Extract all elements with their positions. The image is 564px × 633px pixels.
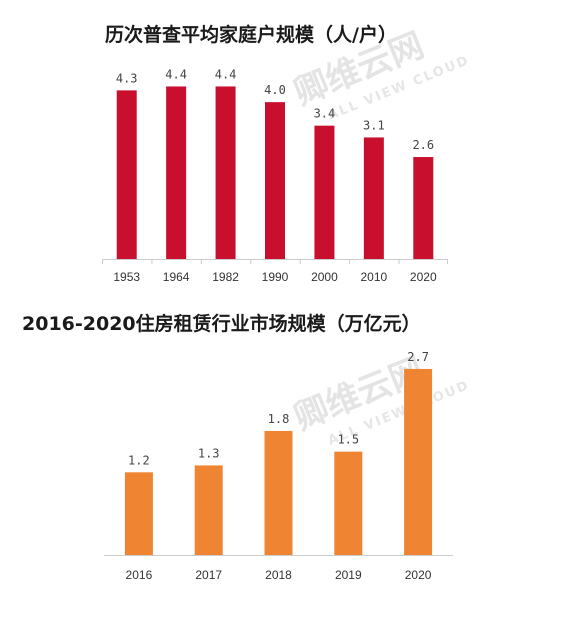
chart2-value-label-2019: 1.5: [337, 433, 359, 447]
chart1-value-label-2020: 2.6: [412, 138, 434, 152]
chart2-tick-2019: 2019: [335, 568, 362, 582]
chart2-value-label-2017: 1.3: [198, 446, 220, 460]
chart1-tick-1953: 1953: [113, 270, 140, 284]
chart1-bar-1953: [116, 90, 137, 259]
chart1-bar-2010: [363, 137, 384, 259]
chart2-tick-2017: 2017: [195, 568, 222, 582]
chart1-bar-1990: [265, 102, 285, 259]
chart1-tick-2020: 2020: [410, 270, 437, 284]
chart2-bar-2016: [124, 472, 153, 555]
chart2-bar-2020: [404, 368, 433, 555]
chart1-tick-2010: 2010: [361, 270, 388, 284]
chart1-value-label-1982: 4.4: [215, 67, 237, 81]
chart1-value-label-1990: 4.0: [264, 83, 286, 97]
chart1-tick-2000: 2000: [311, 270, 338, 284]
chart2-bar-2017: [194, 465, 223, 555]
chart2-value-label-2016: 1.2: [128, 453, 150, 467]
chart1-value-label-1964: 4.4: [165, 67, 187, 81]
chart1-value-label-1953: 4.3: [116, 71, 138, 85]
chart1-tick-1990: 1990: [262, 270, 289, 284]
chart1-bar-1982: [215, 86, 236, 259]
chart1-bar-2000: [314, 125, 335, 260]
chart2-value-label-2020: 2.7: [407, 350, 429, 364]
chart1-bar-2020: [413, 157, 434, 259]
chart2-tick-2020: 2020: [405, 568, 432, 582]
chart1-bar-1964: [166, 86, 187, 259]
chart2-value-label-2018: 1.8: [268, 412, 290, 426]
chart2-tick-2016: 2016: [126, 568, 153, 582]
chart1-plot: 4.3 1953 4.4 1964 4.4 1982 4.0 1990 3.4 2000 3.1 20…: [102, 67, 448, 284]
chart2-title: 2016-2020住房租赁行业市场规模（万亿元）: [22, 313, 421, 335]
chart1-title: 历次普查平均家庭户规模（人/户）: [105, 24, 397, 46]
chart1-value-label-2000: 3.4: [314, 107, 336, 121]
chart1-tick-1964: 1964: [163, 270, 190, 284]
chart2-tick-2018: 2018: [265, 568, 292, 582]
chart1-tick-1982: 1982: [212, 270, 239, 284]
chart2-plot: 1.2 2016 1.3 2017 1.8 2018 1.5 2019 2.7 2020: [104, 350, 453, 582]
chart1-value-label-2010: 3.1: [363, 118, 385, 132]
chart2-bar-2018: [264, 430, 293, 555]
chart2-bar-2019: [334, 451, 363, 555]
